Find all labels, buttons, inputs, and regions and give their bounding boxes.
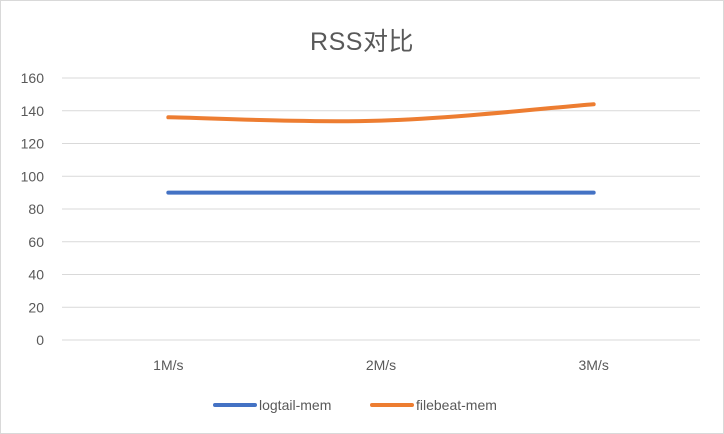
series-line-filebeat-mem — [166, 102, 596, 124]
x-tick-label: 2M/s — [366, 357, 396, 373]
y-tick-label: 0 — [36, 332, 44, 348]
y-tick-label: 80 — [28, 201, 44, 217]
series-lines — [166, 102, 596, 195]
x-tick-label: 3M/s — [578, 357, 608, 373]
y-tick-label: 140 — [21, 103, 45, 119]
y-tick-label: 60 — [28, 234, 44, 250]
gridlines — [62, 77, 700, 341]
y-tick-label: 40 — [28, 267, 44, 283]
legend: logtail-mem filebeat-mem — [213, 397, 497, 413]
legend-label-filebeat-mem: filebeat-mem — [416, 397, 497, 413]
y-tick-label: 100 — [21, 168, 45, 184]
y-axis-tick-labels: 0 20 40 60 80 100 120 140 160 — [21, 70, 45, 348]
y-tick-label: 20 — [28, 299, 44, 315]
legend-label-logtail-mem: logtail-mem — [259, 397, 331, 413]
x-axis-tick-labels: 1M/s 2M/s 3M/s — [153, 357, 609, 373]
y-tick-label: 120 — [21, 136, 45, 152]
x-tick-label: 1M/s — [153, 357, 183, 373]
chart-title: RSS对比 — [310, 28, 414, 56]
y-tick-label: 160 — [21, 70, 45, 86]
